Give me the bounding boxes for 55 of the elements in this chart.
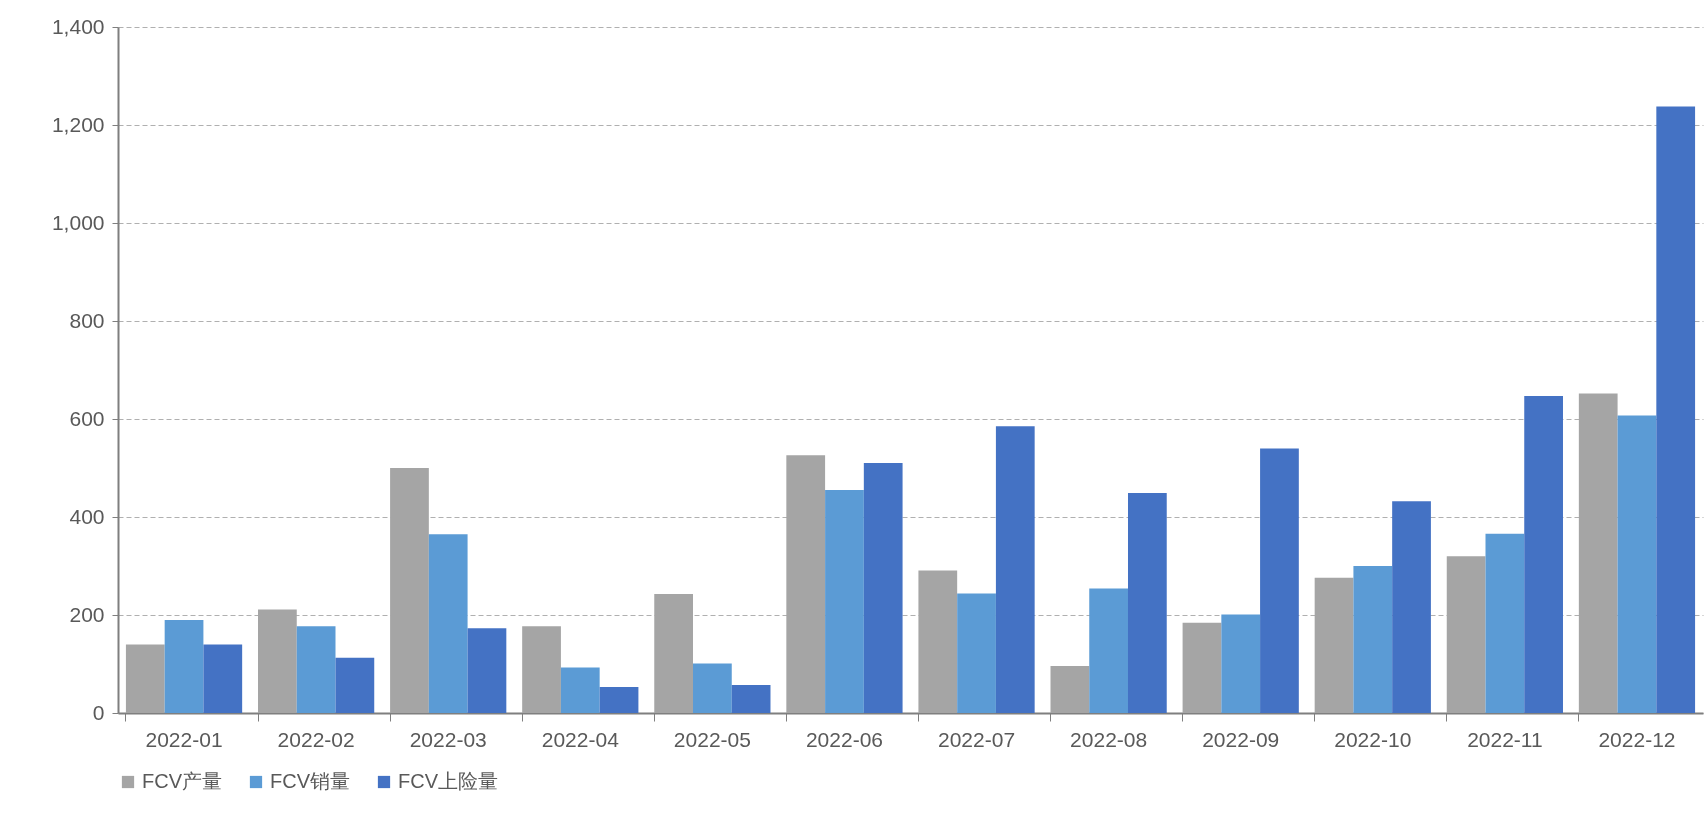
y-tick-label: 1,000 [51,210,105,234]
bar [863,463,903,713]
bar [957,593,996,713]
y-tick-label: 400 [69,504,105,528]
legend-label: FCV销量 [270,770,350,792]
bar [335,657,375,713]
bar [560,667,600,713]
bar [1260,448,1299,713]
bar [654,593,693,713]
bar [1050,665,1090,713]
bar [467,628,507,713]
x-tick-label: 2022-02 [277,727,355,751]
legend-label: FCV上险量 [398,770,498,792]
y-tick-label: 600 [69,406,105,430]
legend-label: FCV产量 [142,770,222,792]
bar [1392,501,1431,713]
bar [599,687,639,713]
x-tick-label: 2022-06 [805,727,883,751]
bar [1446,556,1486,713]
bar [203,644,243,713]
x-tick-label: 2022-08 [1070,727,1148,751]
x-tick-label: 2022-07 [938,727,1016,751]
bar [1221,614,1261,713]
x-tick-label: 2022-09 [1202,727,1280,751]
bar [1656,106,1696,713]
bar [522,626,561,713]
x-tick-label: 2022-10 [1334,727,1412,751]
bar [693,663,732,713]
x-tick-label: 2022-03 [409,727,487,751]
bar [428,534,468,713]
bar [1128,492,1167,713]
bar [296,626,336,713]
bar [995,426,1035,713]
bar [731,685,771,713]
bar [1485,533,1525,713]
x-tick-label: 2022-01 [145,727,223,751]
bar [1617,415,1657,713]
bar [1089,588,1128,713]
y-tick-label: 0 [92,700,105,724]
bar [1353,566,1393,713]
bar [1524,395,1563,713]
x-tick-label: 2022-12 [1598,727,1676,751]
y-tick-label: 1,400 [51,14,105,38]
y-tick-label: 800 [69,308,105,332]
x-tick-label: 2022-11 [1467,727,1543,751]
bar [164,619,204,713]
x-tick-label: 2022-04 [541,727,620,751]
x-tick-label: 2022-05 [673,727,751,751]
y-tick-label: 1,200 [51,112,105,136]
y-tick-label: 200 [69,602,105,626]
bar [390,468,429,713]
bar [825,490,864,713]
bar [918,570,958,713]
bar [125,644,165,713]
bar [1182,622,1222,713]
